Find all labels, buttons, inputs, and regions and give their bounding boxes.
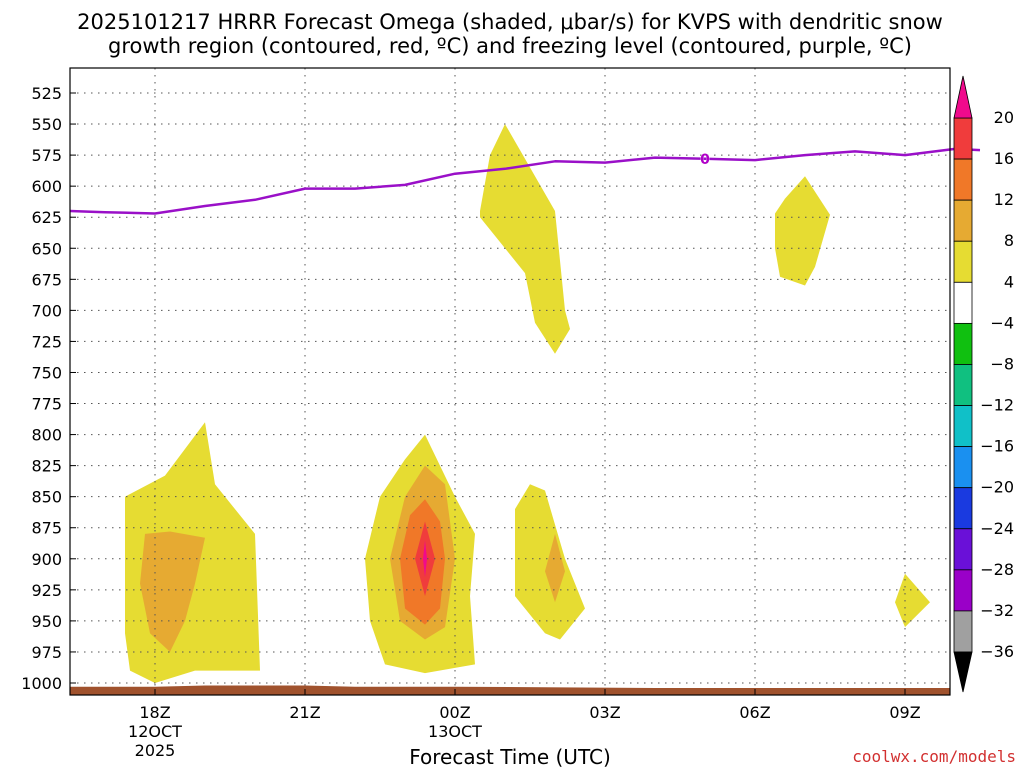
y-axis: 525 550 575 600 625 650 675 700 725 750 775 800 825 8… [21,84,76,693]
colorbar-label--36: −36 [980,642,1014,661]
colorbar-band--20 [953,487,973,530]
colorbar-label-4: 4 [1004,272,1014,291]
x-tick-label-00Z: 00Z [439,703,470,722]
omega-region-6 [423,540,427,578]
x-axis-title: Forecast Time (UTC) [409,745,611,768]
x-tick-label-06Z: 06Z [739,703,770,722]
colorbar-label-8: 8 [1004,231,1014,250]
colorbar-label--32: −32 [980,601,1014,620]
colorbar: 20 16 12 8 4 −4 −8 −12 −16 −20 −24 −28 −32 −36 [953,75,1014,693]
x-tick-year-18Z: 2025 [135,741,176,760]
y-tick-label-550: 550 [31,115,62,134]
y-tick-label-925: 925 [31,581,62,600]
y-tick-label-800: 800 [31,426,62,445]
omega-region-1 [140,531,205,652]
colorbar-band--32 [953,610,973,653]
colorbar-band-16 [953,158,973,201]
y-tick-label-750: 750 [31,363,62,382]
x-tick-label-18Z: 18Z [139,703,170,722]
x-tick-date-18Z: 12OCT [128,722,182,741]
omega-region-8 [545,533,565,603]
colorbar-label--12: −12 [980,396,1014,415]
colorbar-band-20 [953,117,973,160]
colorbar-label--8: −8 [990,354,1014,373]
y-tick-label-900: 900 [31,550,62,569]
y-tick-label-1000: 1000 [21,674,62,693]
omega-region-11 [895,573,930,628]
colorbar-label--4: −4 [990,313,1014,332]
colorbar-label--28: −28 [980,560,1014,579]
y-tick-label-575: 575 [31,146,62,165]
y-tick-label-650: 650 [31,239,62,258]
colorbar-top-arrow [953,75,973,119]
colorbar-band-8 [953,240,973,283]
freezing-level-line [69,147,981,215]
colorbar-band--16 [953,446,973,489]
y-tick-label-525: 525 [31,84,62,103]
terrain-layer [70,685,950,695]
y-tick-label-875: 875 [31,519,62,538]
x-tick-label-03Z: 03Z [589,703,620,722]
chart-title-line1: 2025101217 HRRR Forecast Omega (shaded, … [77,10,943,34]
colorbar-label--24: −24 [980,519,1014,538]
colorbar-label--16: −16 [980,437,1014,456]
y-tick-label-675: 675 [31,270,62,289]
y-tick-label-825: 825 [31,457,62,476]
x-tick-date-00Z: 13OCT [428,722,482,741]
colorbar-band--24 [953,528,973,571]
y-tick-label-600: 600 [31,177,62,196]
y-tick-label-725: 725 [31,332,62,351]
x-tick-label-21Z: 21Z [289,703,320,722]
colorbar-band--12 [953,405,973,448]
credit-text: coolwx.com/models [852,747,1016,766]
colorbar-label-12: 12 [994,190,1014,209]
colorbar-label-20: 20 [994,108,1014,127]
y-tick-label-700: 700 [31,301,62,320]
colorbar-band-12 [953,199,973,242]
colorbar-band-4 [953,281,973,324]
chart-title-line2: growth region (contoured, red, ºC) and f… [108,34,912,58]
x-tick-label-09Z: 09Z [889,703,920,722]
freezing-level-layer: 0 [69,147,981,215]
freezing-level-label: 0 [700,152,710,168]
omega-region-10 [775,176,830,286]
colorbar-label--20: −20 [980,478,1014,497]
colorbar-band--4 [953,322,973,365]
colorbar-band--28 [953,569,973,612]
plot-frame [69,67,951,696]
colorbar-label-16: 16 [994,149,1014,168]
y-tick-label-850: 850 [31,488,62,507]
y-tick-label-975: 975 [31,643,62,662]
colorbar-bottom-arrow [953,651,973,693]
omega-region-9 [480,124,570,354]
omega-shading-layer [125,124,930,683]
y-tick-label-950: 950 [31,612,62,631]
y-tick-label-775: 775 [31,395,62,414]
terrain-fill [70,685,950,695]
y-tick-label-625: 625 [31,208,62,227]
colorbar-band--8 [953,364,973,406]
